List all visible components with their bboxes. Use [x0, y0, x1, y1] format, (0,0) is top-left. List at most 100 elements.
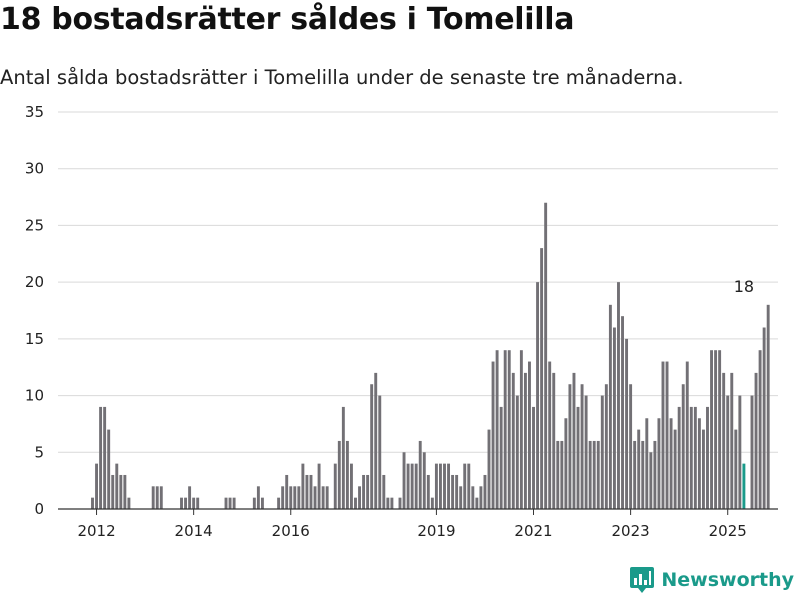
- bar: [612, 327, 616, 509]
- bar: [693, 406, 697, 509]
- bar: [608, 304, 612, 509]
- bar: [528, 361, 531, 509]
- bar: [540, 248, 544, 509]
- bar: [459, 486, 463, 509]
- bar: [370, 384, 374, 509]
- bar: [115, 463, 119, 509]
- bar: [430, 497, 434, 509]
- bar: [507, 350, 511, 509]
- bar: [750, 395, 754, 509]
- bar: [293, 486, 297, 509]
- bar: [649, 452, 653, 509]
- bar: [617, 282, 620, 509]
- bar: [661, 361, 665, 509]
- bar: [471, 486, 475, 509]
- x-tick-label: 2023: [612, 522, 650, 540]
- bar: [637, 429, 641, 509]
- bar: [532, 406, 535, 509]
- y-tick-label: 10: [25, 387, 44, 405]
- bar: [726, 395, 730, 509]
- bar: [103, 406, 107, 509]
- bar: [556, 440, 560, 509]
- bar: [483, 474, 487, 509]
- bar: [479, 486, 483, 509]
- bar: [515, 395, 519, 509]
- bar: [766, 304, 770, 509]
- bar: [677, 406, 681, 509]
- bar: [536, 282, 540, 509]
- bar: [386, 497, 390, 509]
- bar: [641, 440, 645, 509]
- bar: [689, 406, 693, 509]
- bar: [645, 418, 649, 509]
- bar: [738, 395, 742, 509]
- bar: [358, 486, 361, 509]
- bar: [665, 361, 669, 509]
- bar: [349, 463, 353, 509]
- bar: [503, 350, 507, 509]
- bar: [714, 350, 718, 509]
- bar: [621, 316, 624, 509]
- bar: [345, 440, 349, 509]
- bar: [256, 486, 260, 509]
- newsworthy-logo-icon: [630, 567, 655, 593]
- bar: [252, 497, 256, 509]
- bar: [568, 384, 572, 509]
- y-tick-label: 25: [25, 216, 44, 234]
- bar: [414, 463, 418, 509]
- bar: [669, 418, 673, 509]
- bar: [422, 452, 426, 509]
- x-tick-label: 2016: [272, 522, 310, 540]
- bar: [418, 440, 422, 509]
- highlight-value-label: 18: [734, 277, 754, 296]
- bar: [673, 429, 677, 509]
- bar: [681, 384, 685, 509]
- bar: [232, 497, 236, 509]
- y-tick-label: 0: [34, 500, 44, 518]
- bar: [467, 463, 471, 509]
- bar: [519, 350, 523, 509]
- bar: [499, 406, 503, 509]
- bar: [580, 384, 584, 509]
- bar: [451, 474, 455, 509]
- bar: [111, 474, 115, 509]
- brand-name: Newsworthy: [661, 569, 794, 591]
- bar: [224, 497, 228, 509]
- bar: [159, 486, 163, 509]
- bar: [317, 463, 321, 509]
- y-tick-label: 5: [34, 443, 44, 461]
- bar: [629, 384, 633, 509]
- bar: [734, 429, 738, 509]
- bar: [410, 463, 414, 509]
- bar: [426, 474, 430, 509]
- bar: [592, 440, 596, 509]
- bar: [706, 406, 709, 509]
- bar: [697, 418, 701, 509]
- bar: [362, 474, 366, 509]
- bar: [382, 474, 386, 509]
- bar: [123, 474, 127, 509]
- bar: [754, 372, 758, 509]
- x-tick-label: 2021: [514, 522, 552, 540]
- bar: [188, 486, 192, 509]
- bar: [572, 372, 576, 509]
- bar: [455, 474, 459, 509]
- bar: [653, 440, 657, 509]
- bar: [406, 463, 410, 509]
- bar: [333, 463, 337, 509]
- bar: [633, 440, 637, 509]
- bar: [438, 463, 442, 509]
- y-tick-label: 30: [25, 160, 44, 178]
- bar: [301, 463, 305, 509]
- bar: [91, 497, 94, 509]
- bar: [762, 327, 766, 509]
- bar: [722, 372, 726, 509]
- bar: [281, 486, 285, 509]
- bar: [184, 497, 188, 509]
- bar: [390, 497, 394, 509]
- bar: [434, 463, 438, 509]
- bar: [95, 463, 99, 509]
- bar: [107, 429, 111, 509]
- bar: [378, 395, 382, 509]
